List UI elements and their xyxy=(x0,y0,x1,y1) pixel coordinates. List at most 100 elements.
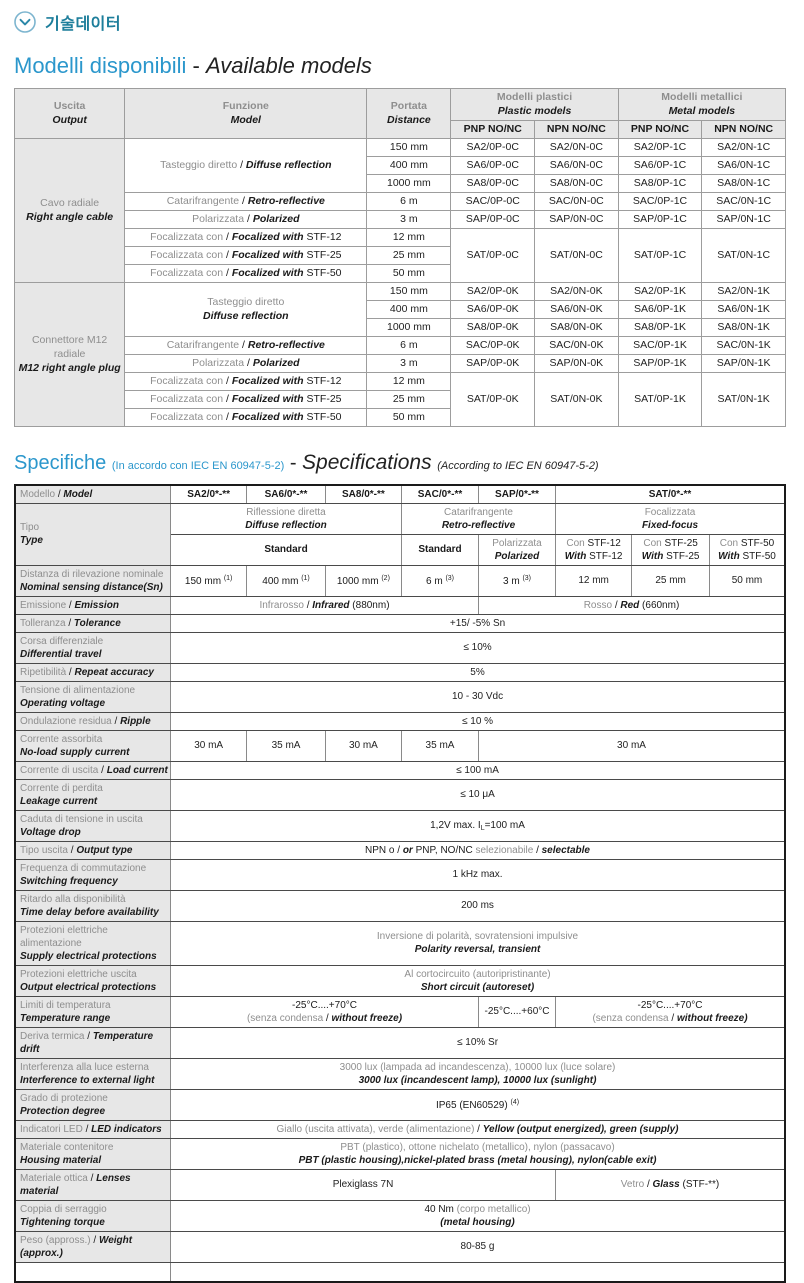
data-cell: Giallo (uscita attivata), verde (aliment… xyxy=(170,1119,786,1139)
data-cell: 200 ms xyxy=(170,889,786,922)
chevron-down-circle-icon[interactable] xyxy=(14,11,36,33)
data-cell: SAP/0P-1K xyxy=(617,353,703,373)
data-cell: 30 mA xyxy=(170,729,248,762)
data-cell: 150 mm xyxy=(366,281,452,301)
row-label-cell: Deriva termica / Temperature drift xyxy=(14,1026,172,1059)
data-cell: 30 mA xyxy=(478,729,786,762)
row-label-cell: Ritardo alla disponibilità Time delay bef… xyxy=(14,889,172,922)
data-cell: SA8/0P-1C xyxy=(617,173,703,193)
data-cell: 80-85 g xyxy=(170,1230,786,1263)
data-cell: SAC/0P-1K xyxy=(617,335,703,355)
data-cell: SAT/0N-1C xyxy=(701,227,786,283)
row-label-cell: Emissione / Emission xyxy=(14,595,172,615)
data-cell: SA6/0P-1C xyxy=(617,155,703,175)
row-label-cell: Indicatori LED / LED indicators xyxy=(14,1119,172,1139)
section-toggle[interactable]: 기술데이터 xyxy=(14,10,786,34)
header-cell: Portata Distance xyxy=(366,88,452,139)
data-cell: SA8/0N-1K xyxy=(701,317,786,337)
data-cell: 1000 mm (2) xyxy=(324,564,403,597)
data-cell: 3000 lux (lampada ad incandescenza), 100… xyxy=(170,1057,786,1090)
data-cell: SAP/0*-** xyxy=(478,484,556,504)
available-models-title: Modelli disponibili - Available models xyxy=(14,53,372,78)
row-label-cell: Peso (appross.) / Weight (approx.) xyxy=(14,1230,172,1263)
models-table: Uscita Output Funzione Model Portata Distance… xyxy=(13,88,787,427)
data-cell: 3 m (3) xyxy=(478,564,556,597)
data-cell: SAC/0*-** xyxy=(401,484,479,504)
data-cell: SAC/0P-1C xyxy=(617,191,703,211)
data-cell: 12 mm xyxy=(366,371,452,391)
data-cell: SAT/0N-0C xyxy=(534,227,619,283)
data-cell: Inversione di polarità, sovratensioni im… xyxy=(170,920,786,966)
data-cell: SA2/0N-1C xyxy=(701,137,786,157)
data-cell: SA8/0N-0C xyxy=(534,173,619,193)
data-cell: 25 mm xyxy=(366,389,452,409)
data-cell: ≤ 100 mA xyxy=(170,760,786,780)
row-label-cell: Tipo uscita / Output type xyxy=(14,840,172,860)
data-cell: SAP/0P-0K xyxy=(450,353,536,373)
data-cell: 150 mm (1) xyxy=(170,564,248,597)
data-cell: Con STF-12 With STF-12 xyxy=(554,533,633,566)
data-cell: 1 kHz max. xyxy=(170,858,786,891)
data-cell: Con STF-25 With STF-25 xyxy=(631,533,710,566)
data-cell: Vetro / Glass (STF-**) xyxy=(555,1168,786,1201)
data-cell: 50 mm xyxy=(366,407,452,427)
data-cell: Catarifrangente / Retro-reflective xyxy=(124,191,368,211)
data-cell xyxy=(14,1261,172,1283)
data-cell: Tasteggio diretto Diffuse reflection xyxy=(124,281,368,337)
row-label-cell: Distanza di rilevazione nominale Nominal … xyxy=(14,564,172,597)
data-cell: Polarizzata / Polarized xyxy=(124,353,368,373)
header-cell: PNP NO/NC xyxy=(450,119,536,139)
data-cell: Polarizzata Polarized xyxy=(478,533,556,566)
data-cell: 35 mA xyxy=(401,729,479,762)
data-cell: SA8/0P-0C xyxy=(450,173,536,193)
data-cell: SA6/0N-0K xyxy=(534,299,619,319)
data-cell: SA2/0P-1C xyxy=(617,137,703,157)
data-cell: SA8/0P-1K xyxy=(617,317,703,337)
data-cell: SA6/0N-1C xyxy=(701,155,786,175)
data-cell: Standard xyxy=(170,533,402,566)
data-cell: Focalizzata con / Focalized with STF-50 xyxy=(124,263,368,283)
data-cell: SA2/0P-0K xyxy=(450,281,536,301)
title-models-en: Available models xyxy=(206,53,372,78)
data-cell: SAC/0N-0C xyxy=(534,191,619,211)
row-label-cell: Corsa differenziale Differential travel xyxy=(14,631,172,664)
data-cell: Standard xyxy=(401,533,479,566)
data-cell: SA2/0N-1K xyxy=(701,281,786,301)
data-cell: 6 m (3) xyxy=(401,564,479,597)
data-cell: Focalizzata con / Focalized with STF-25 xyxy=(124,389,368,409)
data-cell: Riflessione diretta Diffuse reflection xyxy=(170,502,402,535)
data-cell: SA2/0N-0C xyxy=(534,137,619,157)
row-label-cell: Cavo radiale Right angle cable xyxy=(13,137,126,283)
row-label-cell: Ondulazione residua / Ripple xyxy=(14,711,172,731)
data-cell: SAP/0N-1K xyxy=(701,353,786,373)
specifications-title: Specifiche (In accordo con IEC EN 60947-… xyxy=(14,450,599,474)
data-cell: SAC/0N-1K xyxy=(701,335,786,355)
data-cell: 12 mm xyxy=(554,564,633,597)
data-cell: SAC/0N-0K xyxy=(534,335,619,355)
row-label-cell: Limiti di temperatura Temperature range xyxy=(14,995,172,1028)
row-label-cell: Protezioni elettriche uscita Output elect… xyxy=(14,964,172,997)
data-cell: ≤ 10% xyxy=(170,631,786,664)
data-cell: 25 mm xyxy=(631,564,710,597)
data-cell: 50 mm xyxy=(366,263,452,283)
data-cell: 400 mm xyxy=(366,299,452,319)
data-cell: Con STF-50 With STF-50 xyxy=(708,533,786,566)
data-cell: SA6/0P-0K xyxy=(450,299,536,319)
data-cell: -25°C....+70°C (senza condensa / without … xyxy=(170,995,479,1028)
row-label-cell: Frequenza di commutazione Switching frequ… xyxy=(14,858,172,891)
header-cell: NPN NO/NC xyxy=(534,119,619,139)
data-cell: 50 mm xyxy=(708,564,786,597)
data-cell xyxy=(170,1261,786,1283)
data-cell: 1000 mm xyxy=(366,317,452,337)
data-cell: 35 mA xyxy=(246,729,326,762)
row-label-cell: Grado di protezione Protection degree xyxy=(14,1088,172,1121)
header-cell: Modelli plastici Plastic models xyxy=(450,88,619,121)
data-cell: SAP/0N-1C xyxy=(701,209,786,229)
data-cell: -25°C....+60°C xyxy=(478,995,556,1028)
data-cell: SAC/0N-1C xyxy=(701,191,786,211)
data-cell: 3 m xyxy=(366,209,452,229)
data-cell: SA8/0*-** xyxy=(324,484,403,504)
data-cell: 1,2V max. IL=100 mA xyxy=(170,809,786,842)
data-cell: Plexiglass 7N xyxy=(170,1168,556,1201)
